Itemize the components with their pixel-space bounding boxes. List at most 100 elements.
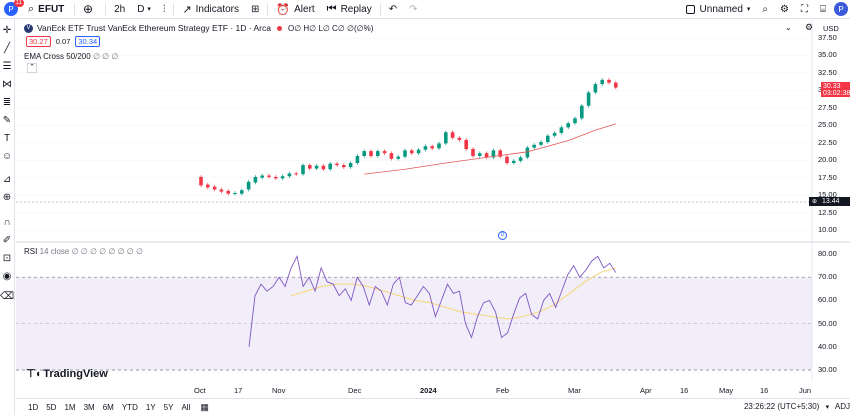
range-button-5y[interactable]: 5Y [163, 402, 174, 412]
range-button-5d[interactable]: 5D [46, 402, 57, 412]
range-button-3m[interactable]: 3M [83, 402, 95, 412]
candle[interactable] [274, 176, 278, 179]
quick-search-button[interactable]: ⌕ [756, 0, 774, 19]
candle[interactable] [246, 181, 251, 190]
bar-chart-button[interactable]: ⫶ [157, 0, 172, 19]
symbol-legend[interactable]: V VanEck ETF Trust VanEck Ethereum Strat… [24, 23, 373, 33]
candle[interactable] [580, 105, 584, 119]
candle[interactable] [335, 163, 339, 166]
candle[interactable] [457, 137, 462, 140]
adj-toggle[interactable]: ADJ [834, 402, 850, 411]
replay-button[interactable]: ⏮ Replay [321, 0, 378, 19]
indicators-button[interactable]: ↗ Indicators [176, 0, 245, 19]
candle[interactable] [437, 143, 441, 149]
magnet-icon[interactable]: ∩ [3, 217, 11, 228]
candle[interactable] [464, 139, 468, 150]
candle[interactable] [505, 156, 509, 163]
candle[interactable] [614, 82, 618, 88]
candle[interactable] [382, 151, 387, 154]
candle[interactable] [376, 151, 380, 156]
undo-button[interactable]: ↶ [383, 0, 403, 19]
candle[interactable] [450, 132, 455, 138]
ema-indicator-legend[interactable]: EMA Cross 50/200 ∅ ∅ ∅ [24, 52, 118, 61]
range-button-ytd[interactable]: YTD [121, 402, 138, 412]
candle[interactable] [389, 153, 394, 159]
candle[interactable] [267, 175, 271, 177]
candle[interactable] [444, 132, 448, 144]
candle[interactable] [403, 150, 407, 157]
candle[interactable] [586, 92, 591, 106]
candle[interactable] [471, 149, 475, 156]
layout-button[interactable]: Unnamed ▾ [680, 0, 757, 19]
currency-label[interactable]: USD [823, 24, 839, 33]
pitchfork-icon[interactable]: ⋈ [2, 79, 12, 90]
candle[interactable] [206, 184, 210, 188]
candle[interactable] [491, 150, 496, 158]
candle[interactable] [518, 157, 523, 161]
fullscreen-button[interactable]: ⛶ [795, 0, 814, 19]
compare-button[interactable]: ⊕ [77, 0, 103, 19]
chevron-down-icon[interactable]: ⌄ [785, 23, 792, 32]
candle[interactable] [484, 153, 489, 158]
candle[interactable] [280, 176, 285, 179]
eye-icon[interactable]: ◉ [2, 271, 12, 282]
candle[interactable] [348, 162, 353, 168]
candle[interactable] [294, 173, 298, 175]
interval-button[interactable]: 2h [108, 0, 131, 19]
candle[interactable] [559, 127, 564, 133]
candle[interactable] [600, 79, 604, 85]
rsi-indicator-legend[interactable]: RSI 14 close ∅ ∅ ∅ ∅ ∅ ∅ ∅ ∅ [24, 247, 143, 256]
candle[interactable] [593, 84, 598, 93]
text-tool-icon[interactable]: T [3, 133, 11, 144]
candle[interactable] [478, 153, 482, 156]
candle[interactable] [546, 135, 550, 143]
horizontal-lines-icon[interactable]: ☰ [2, 61, 12, 72]
candle[interactable] [498, 150, 502, 157]
settings-button[interactable]: ⚙ [774, 0, 795, 19]
alert-button[interactable]: ⏰ Alert [270, 0, 320, 19]
calendar-icon[interactable]: ▦ [200, 401, 209, 412]
candle[interactable] [525, 147, 530, 158]
candle[interactable] [314, 165, 319, 169]
candle[interactable] [355, 155, 360, 163]
snapshot-button[interactable]: ⌸ [814, 0, 832, 19]
candle[interactable] [552, 132, 557, 136]
profile-button[interactable]: P [832, 0, 850, 19]
candle[interactable] [512, 160, 516, 163]
chart-style-dropdown[interactable]: D ▾ [131, 0, 157, 19]
candle[interactable] [253, 176, 258, 183]
user-avatar[interactable]: P 11 [0, 0, 24, 19]
candle[interactable] [410, 150, 414, 154]
fib-retracement-icon[interactable]: ≣ [2, 97, 12, 108]
market-status-dot[interactable] [276, 25, 282, 31]
trash-icon[interactable]: ⌫ [0, 291, 15, 302]
candle[interactable] [566, 123, 570, 128]
collapse-legend-button[interactable]: ⌃ [27, 63, 37, 73]
chart-canvas[interactable] [16, 20, 850, 398]
candle[interactable] [233, 192, 237, 194]
candle[interactable] [423, 146, 428, 150]
candle[interactable] [226, 190, 230, 194]
lock-icon[interactable]: ⊡ [2, 253, 12, 264]
candle[interactable] [287, 173, 292, 177]
candle[interactable] [362, 151, 366, 156]
brush-icon[interactable]: ✎ [2, 115, 12, 126]
range-button-1y[interactable]: 1Y [145, 402, 156, 412]
candle[interactable] [240, 190, 244, 194]
templates-button[interactable]: ⊞ [245, 0, 265, 19]
redo-button[interactable]: ↷ [403, 0, 423, 19]
symbol-search-button[interactable]: ⌕ EFUT [22, 0, 72, 19]
range-button-1m[interactable]: 1M [64, 402, 76, 412]
candle[interactable] [260, 175, 264, 178]
candle[interactable] [532, 144, 536, 148]
candle[interactable] [342, 165, 346, 168]
range-button-1d[interactable]: 1D [28, 402, 39, 412]
candle[interactable] [396, 156, 400, 159]
symbol-title[interactable]: VanEck ETF Trust VanEck Ethereum Strateg… [37, 23, 271, 33]
candle[interactable] [328, 163, 332, 170]
lock-drawing-icon[interactable]: ✐ [2, 235, 12, 246]
candle[interactable] [199, 176, 203, 186]
sell-button[interactable]: 30.27 [26, 36, 51, 47]
candle[interactable] [607, 79, 611, 83]
candle[interactable] [573, 118, 577, 124]
